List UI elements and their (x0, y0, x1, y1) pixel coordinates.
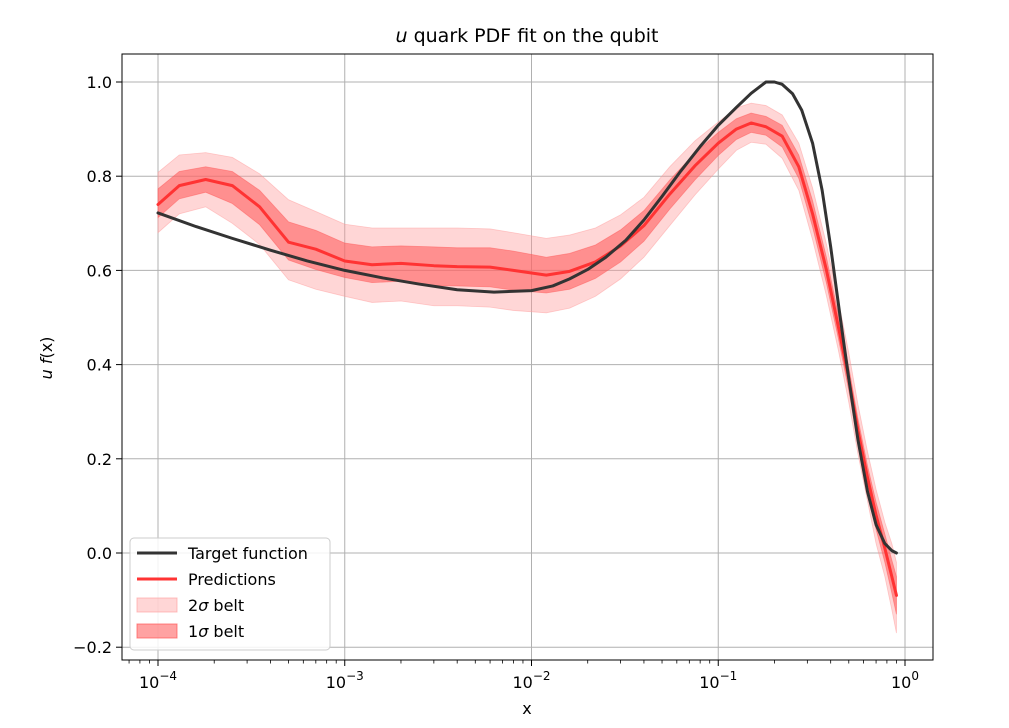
y-tick-label: 0.0 (87, 544, 112, 563)
legend-label-target: Target function (187, 544, 308, 563)
uncertainty-bands (157, 102, 897, 634)
series-line-target (156, 80, 898, 555)
y-tick-label: 0.2 (87, 450, 112, 469)
x-axis-label: x (522, 699, 531, 718)
y-axis-ticks: −0.2 0.0 0.2 0.4 0.6 0.8 1.0 (73, 73, 122, 657)
legend-label-predictions: Predictions (188, 570, 276, 589)
y-axis-label: u f(x) (37, 337, 56, 380)
legend-swatch-2sigma (136, 597, 178, 613)
series-lines (156, 80, 898, 597)
y-tick-label: 0.8 (87, 167, 112, 186)
legend-label-1sigma: 1σ belt (188, 622, 244, 641)
band-1sigma (157, 112, 897, 615)
legend-swatch-1sigma (136, 623, 178, 639)
legend-box (129, 537, 331, 651)
chart-title: u quark PDF fit on the qubit (395, 25, 658, 47)
band-2sigma (157, 102, 897, 634)
x-tick-label: 10−1 (699, 669, 737, 692)
x-tick-label: 10−4 (139, 669, 177, 692)
plot-frame (121, 53, 934, 661)
y-tick-label: 0.6 (87, 261, 112, 280)
legend-label-2sigma: 2σ belt (188, 596, 244, 615)
x-tick-label: 10−2 (512, 669, 550, 692)
y-tick-label: −0.2 (73, 638, 112, 657)
x-axis-ticks: 10−4 10−3 10−2 10−1 100 (128, 660, 919, 692)
legend: Target function Predictions 2σ belt 1σ b… (129, 537, 331, 651)
x-tick-label: 100 (891, 669, 919, 692)
x-tick-label: 10−3 (326, 669, 364, 692)
y-tick-label: 0.4 (87, 356, 112, 375)
y-tick-label: 1.0 (87, 73, 112, 92)
